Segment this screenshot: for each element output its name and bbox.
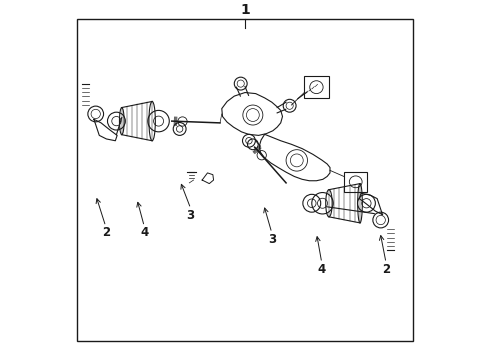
- Text: 4: 4: [140, 226, 148, 239]
- Bar: [77, 19, 413, 341]
- Text: 2: 2: [382, 263, 390, 276]
- Text: 3: 3: [268, 233, 276, 246]
- Text: 1: 1: [240, 3, 250, 17]
- Bar: [304, 76, 329, 98]
- Text: 4: 4: [318, 263, 326, 276]
- Text: 3: 3: [187, 208, 195, 221]
- Text: 2: 2: [101, 226, 110, 239]
- Bar: [344, 172, 368, 192]
